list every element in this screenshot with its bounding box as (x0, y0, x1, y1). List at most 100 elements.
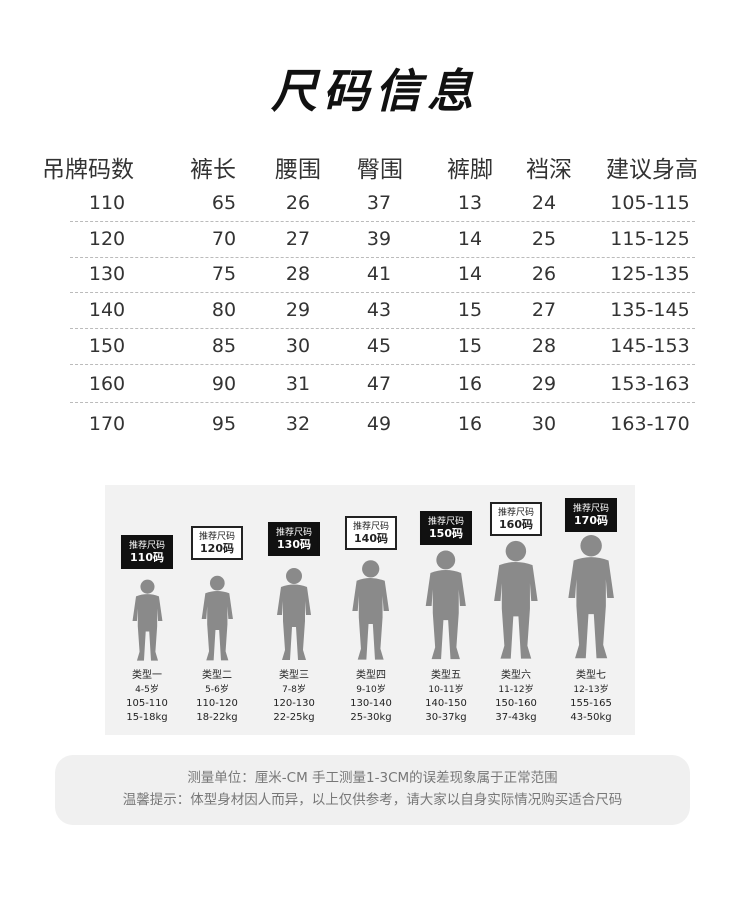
table-cell: 15 (457, 299, 483, 321)
child-silhouette-icon (425, 550, 467, 660)
table-cell: 30 (285, 335, 311, 357)
column-header: 裤脚 (447, 157, 493, 183)
recommended-size-bubble: 推荐尺码 160码 (489, 502, 543, 536)
figure-info: 类型七 12-13岁 155-165 43-50kg (570, 669, 612, 725)
figure-height: 110-120 (196, 698, 238, 709)
table-cell: 29 (285, 299, 311, 321)
table-cell: 80 (211, 299, 237, 321)
child-silhouette-icon (277, 568, 311, 660)
figure-weight: 37-43kg (495, 712, 537, 723)
column-header: 裤长 (190, 157, 236, 183)
table-cell: 120 (88, 228, 126, 250)
table-cell: 31 (285, 373, 311, 395)
figure-type: 类型三 (278, 670, 309, 681)
table-cell: 47 (366, 373, 392, 395)
figure-type: 类型七 (575, 670, 606, 681)
figure-weight: 30-37kg (425, 712, 467, 723)
table-cell: 160 (88, 373, 126, 395)
figure-info: 类型三 7-8岁 120-130 22-25kg (273, 669, 315, 725)
note-line-2: 温馨提示：体型身材因人而异，以上仅供参考，请大家以自身实际情况购买适合尺码 (122, 792, 623, 808)
figure-type: 类型二 (201, 670, 232, 681)
table-cell: 153-163 (610, 373, 690, 395)
row-divider (70, 292, 695, 293)
child-silhouette-icon (568, 535, 614, 659)
bubble-label: 推荐尺码 (352, 522, 390, 532)
table-cell: 125-135 (610, 263, 690, 285)
table-cell: 14 (457, 228, 483, 250)
bubble-size: 160码 (499, 518, 533, 531)
figure-type: 类型四 (355, 670, 386, 681)
table-cell: 26 (531, 263, 557, 285)
table-cell: 130 (88, 263, 126, 285)
table-cell: 85 (211, 335, 237, 357)
table-cell: 24 (531, 192, 557, 214)
table-cell: 105-115 (610, 192, 690, 214)
table-cell: 135-145 (610, 299, 690, 321)
figure-age: 5-6岁 (205, 685, 229, 695)
bubble-size: 130码 (277, 538, 311, 551)
figure-weight: 25-30kg (350, 712, 392, 723)
table-cell: 90 (211, 373, 237, 395)
column-header: 裆深 (526, 157, 572, 183)
bubble-label: 推荐尺码 (275, 528, 313, 538)
recommended-size-bubble: 推荐尺码 130码 (267, 522, 321, 556)
figure-weight: 22-25kg (273, 712, 315, 723)
figure-age: 10-11岁 (428, 685, 464, 695)
figure-age: 7-8岁 (282, 685, 306, 695)
table-cell: 39 (366, 228, 392, 250)
figure-weight: 18-22kg (196, 712, 238, 723)
table-cell: 15 (457, 335, 483, 357)
table-cell: 163-170 (610, 413, 690, 435)
bubble-label: 推荐尺码 (497, 508, 535, 518)
table-cell: 37 (366, 192, 392, 214)
column-header: 臀围 (357, 157, 403, 183)
column-header: 吊牌码数 (42, 157, 134, 183)
figure-height: 140-150 (425, 698, 467, 709)
row-divider (70, 221, 695, 222)
table-cell: 26 (285, 192, 311, 214)
table-cell: 13 (457, 192, 483, 214)
row-divider (70, 402, 695, 403)
row-divider (70, 328, 695, 329)
column-header: 建议身高 (606, 157, 698, 183)
figure-age: 12-13岁 (573, 685, 609, 695)
table-cell: 70 (211, 228, 237, 250)
figure-height: 155-165 (570, 698, 612, 709)
table-cell: 145-153 (610, 335, 690, 357)
table-cell: 110 (88, 192, 126, 214)
recommended-size-bubble: 推荐尺码 140码 (344, 516, 398, 550)
figure-info: 类型四 9-10岁 130-140 25-30kg (350, 669, 392, 725)
figure-age: 9-10岁 (356, 685, 386, 695)
bubble-size: 140码 (354, 532, 388, 545)
row-divider (70, 257, 695, 258)
table-cell: 65 (211, 192, 237, 214)
figure-info: 类型六 11-12岁 150-160 37-43kg (495, 669, 537, 725)
figure-height: 130-140 (350, 698, 392, 709)
page-title: 尺码信息 (271, 64, 479, 118)
recommended-size-bubble: 推荐尺码 150码 (419, 511, 473, 545)
table-cell: 43 (366, 299, 392, 321)
table-cell: 45 (366, 335, 392, 357)
table-cell: 150 (88, 335, 126, 357)
figure-age: 11-12岁 (498, 685, 534, 695)
table-cell: 32 (285, 413, 311, 435)
figure-info: 类型五 10-11岁 140-150 30-37kg (425, 669, 467, 725)
table-cell: 49 (366, 413, 392, 435)
table-cell: 27 (531, 299, 557, 321)
bubble-label: 推荐尺码 (128, 541, 166, 551)
bubble-size: 150码 (429, 527, 463, 540)
column-header: 腰围 (275, 157, 321, 183)
table-cell: 14 (457, 263, 483, 285)
child-silhouette-icon (352, 560, 390, 660)
table-cell: 27 (285, 228, 311, 250)
note-line-1: 测量单位：厘米-CM 手工测量1-3CM的误差现象属于正常范围 (187, 770, 558, 786)
figure-info: 类型二 5-6岁 110-120 18-22kg (196, 669, 238, 725)
bubble-label: 推荐尺码 (572, 504, 610, 514)
table-cell: 30 (531, 413, 557, 435)
figure-type: 类型六 (500, 670, 531, 681)
table-cell: 115-125 (610, 228, 690, 250)
row-divider (70, 364, 695, 365)
recommended-size-bubble: 推荐尺码 110码 (120, 535, 174, 569)
figure-height: 150-160 (495, 698, 537, 709)
figure-height: 105-110 (126, 698, 168, 709)
